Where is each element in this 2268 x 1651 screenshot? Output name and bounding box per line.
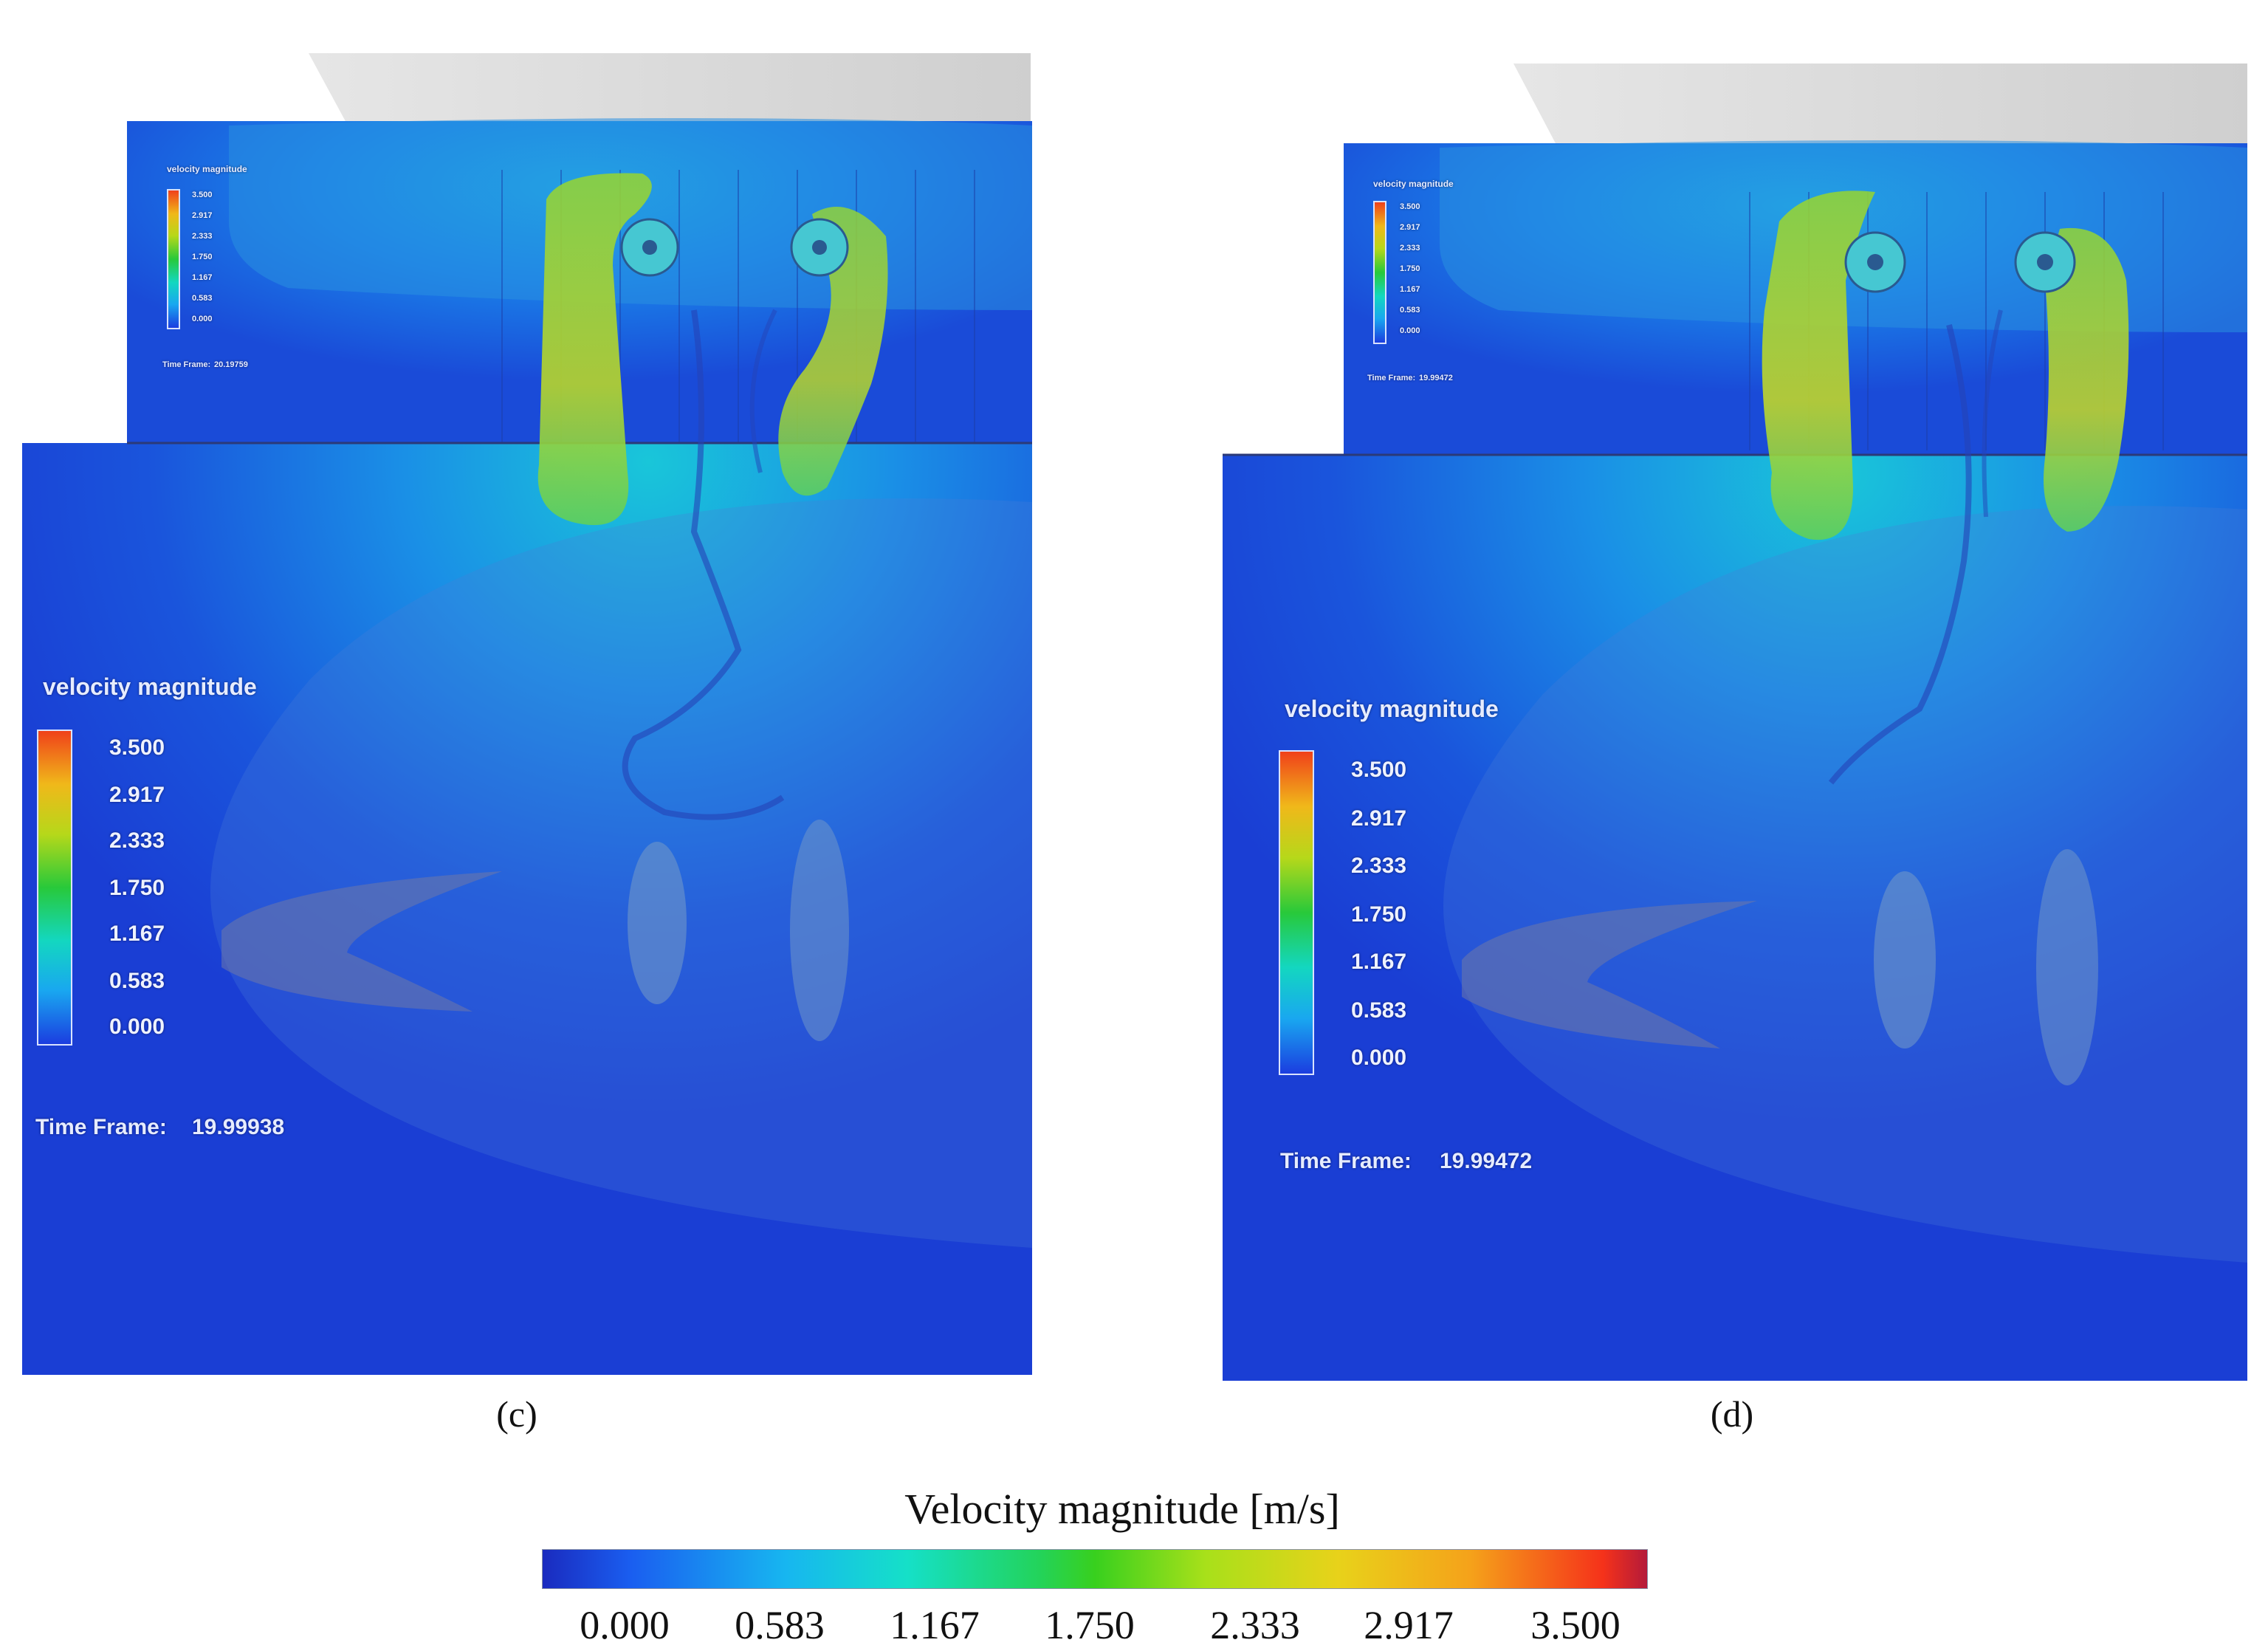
colorbar-tick: 1.750 <box>1045 1603 1135 1647</box>
inset-timeframe-label: Time Frame: <box>1367 374 1416 382</box>
aft-cone-shape <box>1462 901 1757 1048</box>
main-tick: 3.500 <box>1351 758 1407 782</box>
inset-tick: 1.167 <box>1400 285 1420 294</box>
jet-right-shape <box>2044 227 2129 532</box>
pod-left-shape <box>1874 871 1936 1048</box>
inset-legend-title: velocity magnitude <box>1373 179 1454 189</box>
main-tick: 2.333 <box>109 828 165 853</box>
inset-tick: 3.500 <box>192 190 213 199</box>
main-tick: 0.583 <box>1351 998 1407 1023</box>
jet-left-shape <box>537 173 652 526</box>
main-legend-title: velocity magnitude <box>43 673 257 700</box>
main-field <box>22 443 1032 1375</box>
aft-cone-shape <box>221 871 502 1012</box>
inset-timeframe-label: Time Frame: <box>162 360 211 369</box>
inset-tick: 0.000 <box>192 315 213 323</box>
main-tick: 1.167 <box>1351 950 1407 974</box>
inset-colorbar <box>1373 201 1386 344</box>
hull-top-shape <box>309 53 1031 124</box>
colorbar-tick: 3.500 <box>1530 1603 1621 1647</box>
hull-top-shape <box>1513 64 2247 145</box>
main-legend-title: velocity magnitude <box>1285 696 1499 722</box>
inset-tick: 2.917 <box>192 211 213 220</box>
main-tick: 2.333 <box>1351 854 1407 878</box>
pod-right-shape <box>790 820 849 1041</box>
main-tick: 1.167 <box>109 921 165 946</box>
colorbar-tick: 2.917 <box>1364 1603 1454 1647</box>
jet-left-shape <box>1762 190 1875 540</box>
inset-timeframe-value: 19.99472 <box>1419 374 1453 382</box>
panel-c: velocity magnitude 3.500 2.917 2.333 1.7… <box>0 0 1063 1462</box>
inset-tick: 2.333 <box>192 232 213 241</box>
inset-tick: 2.917 <box>1400 223 1420 232</box>
inset-tick: 1.750 <box>192 253 213 261</box>
main-timeframe-label: Time Frame: <box>1280 1149 1412 1173</box>
colorbar-title: Velocity magnitude [m/s] <box>904 1485 1340 1533</box>
hull-outline-shape <box>1443 506 2247 1263</box>
main-tick: 0.000 <box>109 1015 165 1039</box>
panel-d: velocity magnitude 3.500 2.917 2.333 1.7… <box>1196 0 2268 1462</box>
main-tick: 0.000 <box>1351 1046 1407 1070</box>
inset-tick: 3.500 <box>1400 202 1420 211</box>
inset-legend-title: velocity magnitude <box>167 164 247 174</box>
pod-right-shape <box>2036 849 2098 1085</box>
panel-c-field <box>22 53 1032 1375</box>
main-tick: 1.750 <box>1351 902 1407 927</box>
inset-tick: 0.583 <box>192 294 213 303</box>
inset-tick: 0.000 <box>1400 326 1420 335</box>
panel-caption: (d) <box>1710 1393 1754 1435</box>
inset-tick: 1.167 <box>192 273 213 282</box>
inset-tick: 1.750 <box>1400 264 1420 273</box>
main-timeframe-value: 19.99472 <box>1440 1149 1533 1173</box>
colorbar-tick: 0.000 <box>580 1603 670 1647</box>
main-timeframe-label: Time Frame: <box>35 1115 167 1139</box>
inset-timeframe-value: 20.19759 <box>214 360 248 369</box>
pod-left-shape <box>628 842 687 1004</box>
global-colorbar <box>542 1549 1648 1589</box>
main-tick: 1.750 <box>109 876 165 900</box>
main-colorbar <box>37 730 72 1046</box>
colorbar-tick: 0.583 <box>735 1603 825 1647</box>
main-tick: 3.500 <box>109 735 165 760</box>
main-tick: 2.917 <box>1351 806 1407 831</box>
main-tick: 2.917 <box>109 783 165 807</box>
inset-colorbar <box>167 189 180 329</box>
main-timeframe-value: 19.99938 <box>192 1115 285 1139</box>
panel-caption: (c) <box>496 1393 537 1435</box>
inset-tick: 0.583 <box>1400 306 1420 315</box>
colorbar-tick: 1.167 <box>890 1603 980 1647</box>
jet-right-shape <box>778 207 888 496</box>
inset-tick: 2.333 <box>1400 244 1420 253</box>
main-tick: 0.583 <box>109 969 165 993</box>
panel-d-field <box>1223 64 2247 1381</box>
colorbar-tick: 2.333 <box>1210 1603 1300 1647</box>
hull-outline-shape <box>210 498 1032 1248</box>
main-colorbar <box>1279 750 1314 1075</box>
